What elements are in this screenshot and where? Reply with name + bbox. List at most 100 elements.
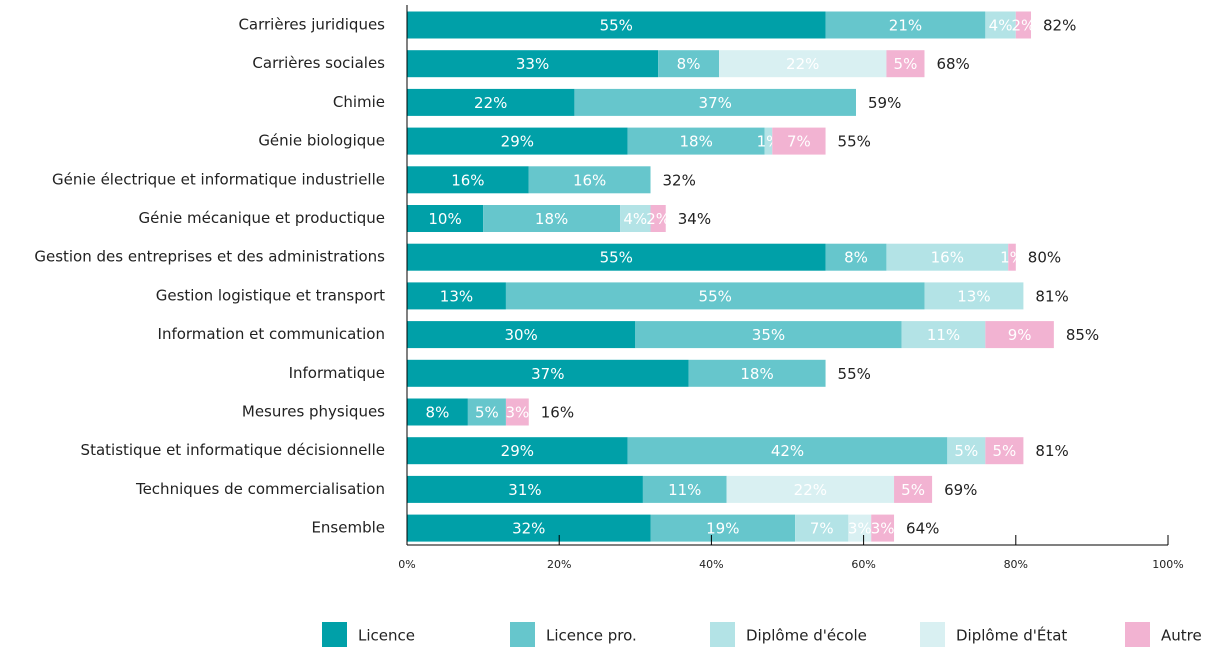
bar-segment xyxy=(407,282,506,310)
category-label: Carrières sociales xyxy=(252,54,385,72)
segment-label: 33% xyxy=(516,55,549,73)
segment-label: 1% xyxy=(1000,249,1024,267)
category-label: Statistique et informatique décisionnell… xyxy=(81,441,385,459)
category-label: Informatique xyxy=(289,364,385,382)
bar-segment xyxy=(407,11,826,39)
bar-segment xyxy=(407,437,628,465)
segment-label: 5% xyxy=(901,481,925,499)
x-tick-label: 20% xyxy=(547,558,571,571)
segment-label: 22% xyxy=(474,94,507,112)
segment-label: 4% xyxy=(989,17,1013,35)
bar-segment xyxy=(901,321,986,349)
category-label: Génie biologique xyxy=(258,132,385,150)
bar-segment xyxy=(825,243,887,271)
segment-label: 19% xyxy=(706,520,739,538)
segment-label: 8% xyxy=(844,249,868,267)
category-label: Ensemble xyxy=(311,519,385,537)
segment-label: 3% xyxy=(871,520,895,538)
legend-label: Licence xyxy=(358,627,415,645)
bar-segment xyxy=(528,166,651,194)
segment-label: 18% xyxy=(535,210,568,228)
category-label: Mesures physiques xyxy=(242,403,385,421)
segment-label: 5% xyxy=(894,55,918,73)
total-label: 85% xyxy=(1066,326,1099,344)
bar-segment xyxy=(505,282,925,310)
total-label: 81% xyxy=(1035,287,1068,305)
segment-label: 5% xyxy=(992,442,1016,460)
bar-segment xyxy=(985,437,1024,465)
segment-label: 42% xyxy=(771,442,804,460)
segment-label: 21% xyxy=(889,17,922,35)
segment-label: 32% xyxy=(512,520,545,538)
segment-label: 22% xyxy=(794,481,827,499)
segment-label: 8% xyxy=(426,404,450,422)
total-label: 64% xyxy=(906,520,939,538)
legend-swatch xyxy=(322,622,347,647)
total-label: 59% xyxy=(868,94,901,112)
bar-segment xyxy=(483,205,621,232)
segment-label: 29% xyxy=(501,442,534,460)
bar-segment xyxy=(719,50,887,78)
segment-label: 3% xyxy=(848,520,872,538)
bar-segment xyxy=(871,514,895,542)
segment-label: 16% xyxy=(573,171,606,189)
category-label: Techniques de commercialisation xyxy=(135,480,385,498)
bar-segment xyxy=(635,321,902,349)
segment-label: 9% xyxy=(1008,326,1032,344)
segment-label: 55% xyxy=(699,287,732,305)
bar-segment xyxy=(894,475,933,503)
bar-segment xyxy=(825,11,986,39)
bar-segment xyxy=(505,398,529,426)
segment-label: 8% xyxy=(677,55,701,73)
bar-segment xyxy=(407,205,484,232)
segment-label: 13% xyxy=(957,287,990,305)
segment-label: 18% xyxy=(740,365,773,383)
bar-segment xyxy=(620,205,651,232)
x-tick-label: 40% xyxy=(699,558,723,571)
bar-segment xyxy=(627,437,948,465)
total-label: 55% xyxy=(838,365,871,383)
bar-segment xyxy=(658,50,720,78)
segment-label: 2% xyxy=(646,210,670,228)
total-label: 68% xyxy=(936,55,969,73)
legend-label: Diplôme d'État xyxy=(956,626,1067,645)
segment-label: 13% xyxy=(440,287,473,305)
segment-label: 7% xyxy=(787,133,811,151)
total-label: 80% xyxy=(1028,249,1061,267)
legend-label: Diplôme d'école xyxy=(746,627,867,645)
x-tick-label: 0% xyxy=(398,558,415,571)
bar-segment xyxy=(407,88,575,116)
total-label: 32% xyxy=(663,171,696,189)
bar-segment xyxy=(407,166,529,194)
legend-swatch xyxy=(1125,622,1150,647)
segment-label: 10% xyxy=(428,210,461,228)
bar-segment xyxy=(407,127,628,155)
legend-label: Licence pro. xyxy=(546,627,637,645)
segment-label: 37% xyxy=(531,365,564,383)
segment-label: 11% xyxy=(927,326,960,344)
segment-label: 37% xyxy=(699,94,732,112)
total-label: 34% xyxy=(678,210,711,228)
category-label: Gestion logistique et transport xyxy=(156,286,385,304)
legend-label: Autre xyxy=(1161,627,1202,645)
bar-segment xyxy=(650,205,666,232)
segment-label: 16% xyxy=(931,249,964,267)
segment-label: 30% xyxy=(504,326,537,344)
segment-label: 4% xyxy=(623,210,647,228)
bar-segment xyxy=(407,321,636,349)
bar-segment xyxy=(1015,11,1032,39)
bar-segment xyxy=(407,50,659,78)
legend-swatch xyxy=(510,622,535,647)
bar-segment xyxy=(407,398,468,426)
segment-label: 29% xyxy=(501,133,534,151)
bar-segment xyxy=(407,359,689,387)
segment-label: 16% xyxy=(451,171,484,189)
segment-label: 18% xyxy=(680,133,713,151)
segment-label: 5% xyxy=(475,404,499,422)
segment-label: 35% xyxy=(752,326,785,344)
bar-segment xyxy=(650,514,796,542)
bar-segment xyxy=(764,127,773,155)
bar-segment xyxy=(642,475,727,503)
segment-label: 7% xyxy=(810,520,834,538)
